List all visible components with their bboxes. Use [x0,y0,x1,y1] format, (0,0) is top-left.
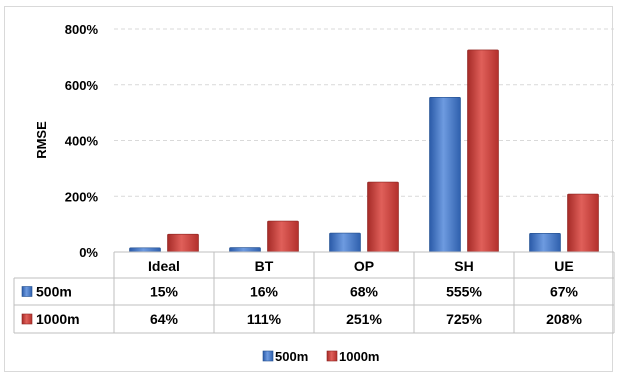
category-label: OP [354,258,374,274]
y-tick-label: 0% [79,245,98,260]
data-value-500m-OP: 68% [350,284,379,300]
data-value-500m-SH: 555% [446,284,482,300]
data-value-1000m-BT: 111% [247,311,282,327]
series-name-1000m: 1000m [36,311,80,327]
bar-1000m-UE [567,193,599,253]
bar-1000m-SH [467,49,499,253]
legend-label-1000m: 1000m [339,349,379,364]
data-value-500m-UE: 67% [550,284,579,300]
series-swatch-1000m [21,313,33,325]
bar-1000m-OP [367,181,399,253]
y-tick-label: 600% [65,78,99,93]
legend-swatch-500m [262,350,274,362]
bar-500m-OP [329,232,361,253]
category-label: UE [554,258,573,274]
data-value-1000m-SH: 725% [446,311,482,327]
data-value-500m-Ideal: 15% [150,284,179,300]
series-name-500m: 500m [36,284,72,300]
bar-500m-SH [429,96,461,253]
data-value-1000m-OP: 251% [346,311,382,327]
category-label: SH [454,258,473,274]
bar-500m-Ideal [129,247,161,253]
y-tick-label: 800% [65,22,99,37]
series-swatch-500m [21,286,33,297]
bar-1000m-Ideal [167,233,199,253]
data-value-1000m-Ideal: 64% [150,311,179,327]
category-label: BT [255,258,274,274]
y-axis-label: RMSE [34,121,49,159]
data-value-500m-BT: 16% [250,284,279,300]
category-label: Ideal [148,258,180,274]
bar-500m-UE [529,233,561,253]
data-value-1000m-UE: 208% [546,311,582,327]
bar-500m-BT [229,247,261,253]
y-tick-label: 200% [65,189,99,204]
bar-1000m-BT [267,220,299,253]
legend-label-500m: 500m [275,349,308,364]
y-tick-label: 400% [65,134,99,149]
chart-frame [4,6,613,372]
legend-swatch-1000m [326,350,338,362]
